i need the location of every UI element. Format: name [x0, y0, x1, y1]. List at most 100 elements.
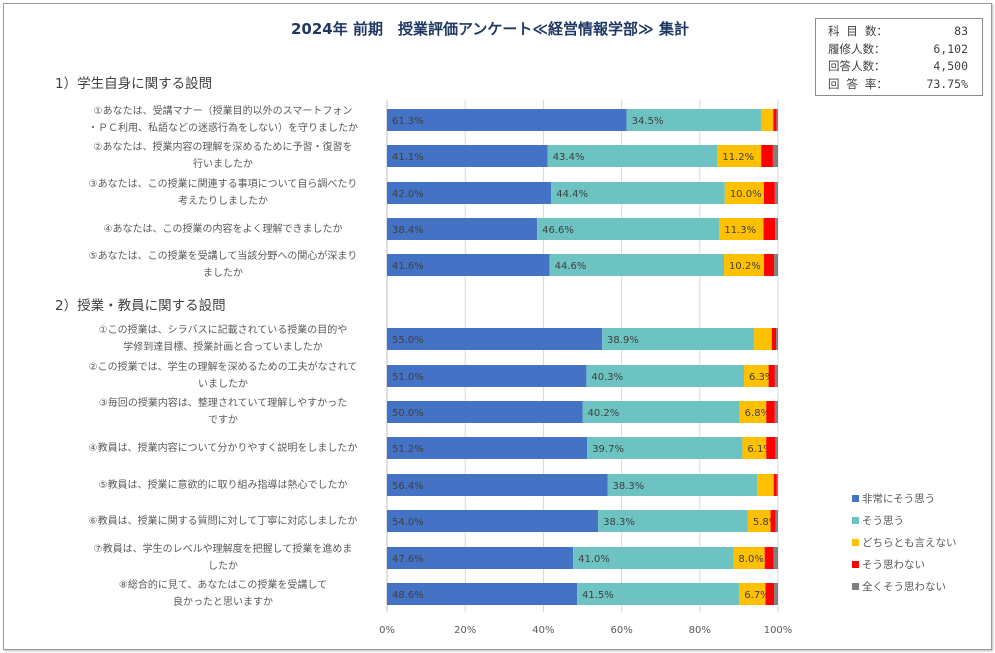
bar-segment-2	[739, 401, 767, 423]
bar-segment-2	[724, 254, 764, 276]
data-label: 41.5%	[582, 590, 614, 601]
question-label: ⑤教員は、授業に意欲的に取り組み指導は熱心でしたか	[98, 479, 348, 491]
bar-segment-4	[776, 474, 778, 496]
bar-segment-0	[387, 218, 538, 240]
question-label: ④あなたは、この授業の内容をよく理解できましたか	[103, 223, 343, 235]
bar-segment-1	[537, 218, 720, 240]
data-label: 6.7%	[744, 590, 769, 601]
bar-segment-4	[774, 365, 778, 387]
data-label: 5.8%	[753, 517, 778, 528]
data-label: 44.6%	[555, 261, 587, 272]
data-label: 42.0%	[392, 189, 424, 200]
bar-segment-3	[766, 437, 776, 459]
bar-segment-4	[772, 145, 778, 167]
data-label: 43.4%	[553, 152, 585, 163]
bar-segment-1	[607, 474, 758, 496]
bar-segment-4	[775, 437, 778, 459]
data-label: 8.0%	[738, 554, 763, 565]
question-label: ⑦教員は、学生のレベルや理解度を把握して授業を進めま したか	[93, 544, 353, 572]
data-label: 11.3%	[724, 225, 756, 236]
legend-swatch	[852, 560, 859, 568]
stat-respondents: 回答人数： 4,500	[828, 59, 968, 73]
bar-segment-3	[768, 365, 775, 387]
stats-box: 科 目 数： 83 履修人数： 6,102 回答人数： 4,500 回 答 率： 73.…	[815, 18, 983, 96]
bar-segment-0	[387, 510, 599, 532]
section-heading-1: 1）学生自身に関する設問	[55, 76, 213, 92]
bar-segment-1	[547, 145, 718, 167]
bar-segment-4	[776, 328, 778, 350]
bar-segment-1	[598, 510, 748, 532]
x-tick-label: 20%	[454, 625, 476, 636]
question-label: ①あなたは、受講マナー（授業目的以外のスマートフォン ・ＰＣ利用、私語などの迷惑行…	[88, 106, 358, 134]
data-label: 6.3%	[749, 372, 774, 383]
data-label: 54.0%	[392, 517, 424, 528]
data-label: 6.1%	[747, 444, 772, 455]
data-label: 48.6%	[392, 590, 424, 601]
bar-segment-0	[387, 182, 552, 204]
question-label: ①この授業は、シラバスに記載されている授業の目的や 学修到達目標、授業計画と合って…	[98, 325, 348, 353]
bar-segment-0	[387, 474, 608, 496]
bar-segment-0	[387, 437, 588, 459]
bar-segment-1	[582, 401, 740, 423]
bar-segment-2	[719, 218, 764, 240]
bar-segment-0	[387, 254, 550, 276]
bar-segment-2	[733, 547, 765, 569]
data-label: 44.4%	[556, 189, 588, 200]
bar-segment-1	[577, 583, 740, 605]
bar-segment-4	[773, 547, 778, 569]
x-tick-label: 40%	[532, 625, 554, 636]
data-label: 10.2%	[729, 261, 761, 272]
bar-segment-2	[754, 328, 772, 350]
data-label: 46.6%	[542, 225, 574, 236]
data-label: 56.4%	[392, 481, 424, 492]
section-heading-2: 2）授業・教員に関する設問	[55, 298, 226, 314]
bar-segment-3	[763, 218, 776, 240]
bar-segment-2	[717, 145, 762, 167]
data-label: 10.0%	[730, 189, 762, 200]
question-label: ②この授業では、学生の理解を深めるための工夫がなされて いましたか	[88, 362, 358, 390]
bar-segment-1	[602, 328, 755, 350]
bar-segment-4	[775, 510, 778, 532]
stat-enrolled: 履修人数： 6,102	[828, 41, 968, 56]
question-label: ⑤あなたは、この授業を受講して当該分野への関心が深まり ましたか	[88, 251, 358, 279]
data-label: 38.3%	[613, 481, 645, 492]
data-label: 47.6%	[392, 554, 424, 565]
bar-segment-4	[774, 583, 778, 605]
legend-item: 全くそう思わない	[852, 575, 957, 597]
legend-swatch	[852, 494, 859, 502]
x-tick-label: 80%	[689, 625, 711, 636]
bar-segment-0	[387, 328, 603, 350]
data-label: 39.7%	[592, 444, 624, 455]
legend: 非常にそう思う そう思う どちらとも言えない そう思わない 全くそう思わない	[852, 487, 957, 597]
data-label: 51.2%	[392, 444, 424, 455]
bar-segment-0	[387, 401, 583, 423]
data-label: 41.6%	[392, 261, 424, 272]
x-tick-label: 60%	[610, 625, 632, 636]
bar-segment-2	[739, 583, 766, 605]
data-label: 41.1%	[392, 152, 424, 163]
data-label: 34.5%	[632, 116, 664, 127]
data-label: 55.0%	[392, 335, 424, 346]
bar-segment-3	[764, 547, 774, 569]
legend-swatch	[852, 582, 859, 590]
data-label: 38.4%	[392, 225, 424, 236]
bar-segment-4	[774, 254, 778, 276]
question-label: ⑧総合的に見て、あなたはこの授業を受講して 良かったと思いますか	[118, 580, 328, 608]
data-label: 41.0%	[578, 554, 610, 565]
data-label: 11.2%	[722, 152, 754, 163]
bar-segment-0	[387, 109, 627, 131]
bar-segment-2	[757, 474, 774, 496]
stat-response-rate: 回 答 率： 73.75%	[828, 76, 968, 91]
bar-segment-1	[626, 109, 762, 131]
bar-segment-3	[773, 474, 777, 496]
bar-segment-2	[761, 109, 774, 131]
bar-segment-1	[587, 437, 743, 459]
bar-segment-3	[770, 510, 776, 532]
question-label: ③毎回の授業内容は、整理されていて理解しやすかった ですか	[98, 398, 348, 426]
legend-item: そう思う	[852, 509, 957, 531]
bar-segment-3	[771, 328, 777, 350]
data-label: 51.0%	[392, 372, 424, 383]
bar-segment-0	[387, 583, 578, 605]
bar-segment-1	[551, 182, 725, 204]
